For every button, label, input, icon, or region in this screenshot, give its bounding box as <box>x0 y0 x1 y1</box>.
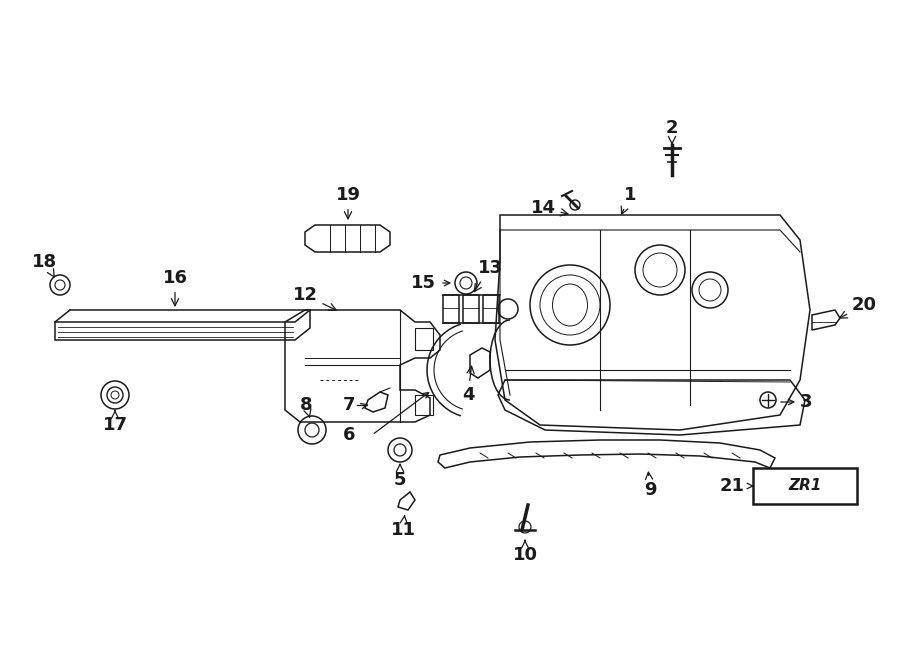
Text: 11: 11 <box>391 516 416 539</box>
Text: 3: 3 <box>800 393 813 411</box>
Bar <box>483 295 499 323</box>
Bar <box>415 328 433 350</box>
Text: 10: 10 <box>512 540 537 564</box>
Text: 6: 6 <box>343 426 355 444</box>
Bar <box>463 295 479 323</box>
Text: 1: 1 <box>621 186 636 214</box>
Text: 21: 21 <box>720 477 745 495</box>
Text: 19: 19 <box>336 186 361 219</box>
Text: 8: 8 <box>300 396 312 417</box>
Text: ZR1: ZR1 <box>788 479 822 494</box>
Text: 12: 12 <box>292 286 337 310</box>
Bar <box>415 395 433 415</box>
Text: 9: 9 <box>644 472 656 499</box>
Text: 18: 18 <box>32 253 58 277</box>
Text: 16: 16 <box>163 269 187 306</box>
Text: 7: 7 <box>343 396 355 414</box>
Text: 4: 4 <box>462 366 474 404</box>
Bar <box>443 295 459 323</box>
Text: 14: 14 <box>530 199 568 217</box>
Text: 20: 20 <box>840 296 877 318</box>
Text: 15: 15 <box>411 274 436 292</box>
Text: 5: 5 <box>394 465 406 489</box>
Text: 2: 2 <box>666 119 679 143</box>
Text: 13: 13 <box>474 259 502 292</box>
Text: 17: 17 <box>103 410 128 434</box>
